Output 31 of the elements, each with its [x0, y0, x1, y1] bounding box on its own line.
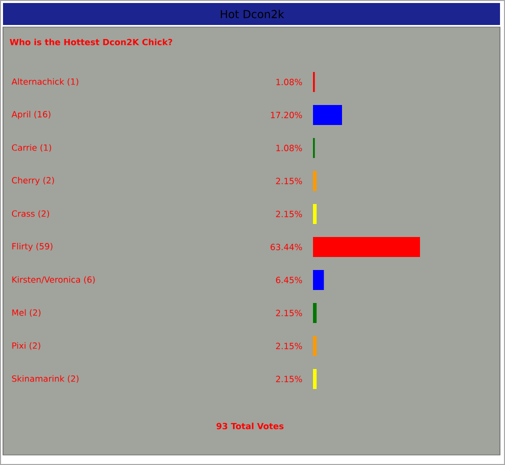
bar — [313, 171, 317, 191]
y-tick-label: Pixi (2) — [12, 342, 40, 350]
chart-title: Hot Dcon2k — [220, 10, 284, 18]
y-tick-label: Mel (2) — [12, 309, 40, 317]
data-label: 63.44% — [270, 244, 302, 250]
data-label: 17.20% — [271, 112, 302, 118]
bar — [313, 105, 342, 125]
bar — [313, 204, 317, 224]
data-label: 2.15% — [276, 310, 302, 316]
data-label: 2.15% — [276, 376, 302, 382]
data-label: 2.15% — [276, 178, 302, 184]
data-label: 1.08% — [276, 78, 302, 86]
y-tick-label: Crass (2) — [12, 210, 50, 218]
y-tick-label: Cherry (2) — [12, 176, 54, 186]
y-tick-label: Flirty (59) — [12, 242, 52, 252]
data-label: 2.15% — [276, 210, 302, 218]
text: Who is the Hottest Dcon2K Chick? — [10, 38, 172, 46]
bar — [313, 369, 317, 390]
data-label: 2.15% — [276, 342, 302, 350]
bar — [313, 270, 324, 290]
y-tick-label: Carrie (1) — [12, 144, 52, 152]
data-label: 6.45% — [276, 276, 302, 284]
y-tick-label: Skinamarink (2) — [12, 375, 78, 383]
data-label: 1.08% — [276, 144, 302, 152]
bar — [313, 237, 420, 257]
y-tick-label: Alternachick (1) — [12, 78, 78, 86]
y-tick-label: April (16) — [12, 110, 50, 120]
text: 93 Total Votes — [216, 422, 284, 430]
bar — [313, 336, 317, 356]
bar — [313, 303, 317, 323]
y-tick-label: Kirsten/Veronica (6) — [12, 276, 95, 284]
